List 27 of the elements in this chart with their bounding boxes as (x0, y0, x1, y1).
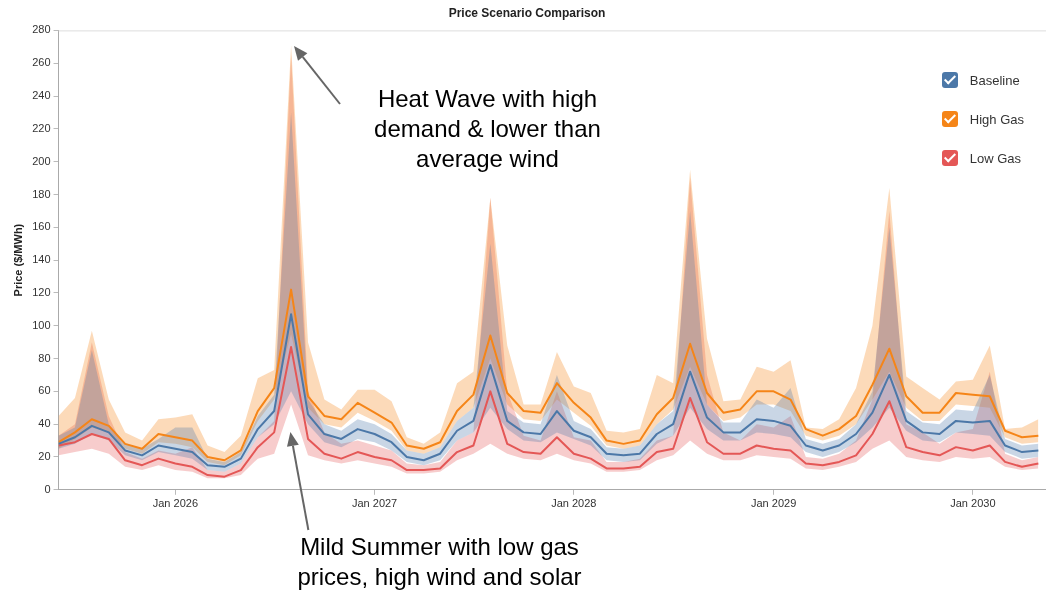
y-axis-title: Price ($/MWh) (11, 223, 24, 297)
y-tick-label: 80 (38, 351, 51, 364)
text: Mild Summer with low gas prices, high wind and solar (296, 532, 583, 592)
legend-label: Low Gas (969, 150, 1022, 166)
y-tick-label: 20 (38, 450, 51, 463)
y-tick-label: 100 (32, 318, 51, 331)
x-tick-label: Jan 2026 (152, 497, 198, 510)
y-tick-label: 0 (44, 482, 51, 495)
annotation: Heat Wave with high demand & lower than average wind (373, 84, 602, 174)
y-tick-label: 280 (32, 23, 51, 36)
x-tick-label: Jan 2030 (950, 497, 996, 510)
y-tick-label: 180 (32, 187, 51, 200)
chart-title: Price Scenario Comparison (448, 5, 606, 20)
y-tick-label: 200 (32, 154, 51, 167)
y-tick-label: 260 (32, 56, 51, 69)
legend-label: Baseline (969, 72, 1020, 88)
y-tick-label: 240 (32, 89, 51, 102)
y-tick-label: 220 (32, 121, 51, 134)
x-tick-label: Jan 2028 (551, 497, 597, 510)
x-tick-label: Jan 2027 (351, 497, 398, 510)
x-tick-label: Jan 2029 (750, 497, 797, 510)
y-tick-label: 160 (32, 220, 51, 233)
legend-label: High Gas (969, 111, 1024, 127)
y-tick-label: 140 (32, 253, 51, 266)
y-tick-label: 120 (32, 285, 51, 298)
y-tick-label: 60 (38, 384, 51, 397)
y-tick-label: 40 (38, 417, 51, 430)
